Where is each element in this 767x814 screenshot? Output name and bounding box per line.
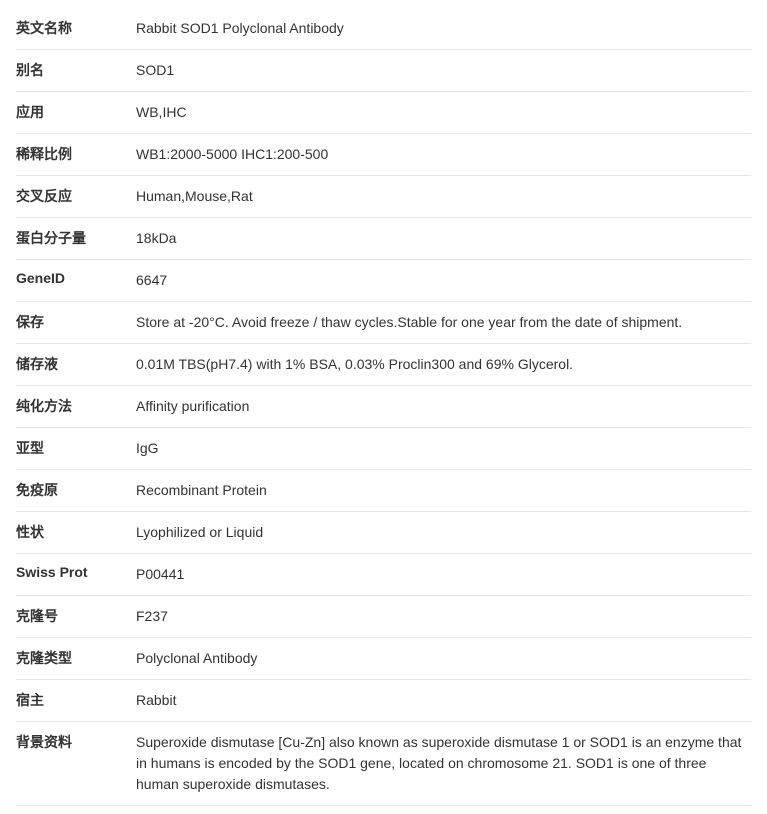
spec-value: Recombinant Protein: [136, 470, 751, 512]
spec-value: F237: [136, 596, 751, 638]
spec-label: 纯化方法: [16, 386, 136, 428]
table-row: 储存液 0.01M TBS(pH7.4) with 1% BSA, 0.03% …: [16, 344, 751, 386]
spec-label: 稀释比例: [16, 134, 136, 176]
spec-label: 性状: [16, 512, 136, 554]
table-row: 保存 Store at -20°C. Avoid freeze / thaw c…: [16, 302, 751, 344]
spec-value: 18kDa: [136, 218, 751, 260]
table-row: 别名 SOD1: [16, 50, 751, 92]
table-row: 英文名称 Rabbit SOD1 Polyclonal Antibody: [16, 8, 751, 50]
spec-label: 储存液: [16, 344, 136, 386]
spec-value: SOD1: [136, 50, 751, 92]
spec-value: Polyclonal Antibody: [136, 638, 751, 680]
spec-value: Lyophilized or Liquid: [136, 512, 751, 554]
spec-label: 蛋白分子量: [16, 218, 136, 260]
spec-label: 克隆号: [16, 596, 136, 638]
spec-value: Superoxide dismutase [Cu-Zn] also known …: [136, 722, 751, 806]
spec-label: Swiss Prot: [16, 554, 136, 596]
spec-label: 克隆类型: [16, 638, 136, 680]
spec-value: P00441: [136, 554, 751, 596]
spec-label: 英文名称: [16, 8, 136, 50]
spec-label: 免疫原: [16, 470, 136, 512]
spec-label: 背景资料: [16, 722, 136, 806]
spec-value: IgG: [136, 428, 751, 470]
table-row: Swiss Prot P00441: [16, 554, 751, 596]
spec-label: 亚型: [16, 428, 136, 470]
table-row: 背景资料 Superoxide dismutase [Cu-Zn] also k…: [16, 722, 751, 806]
spec-label: 保存: [16, 302, 136, 344]
table-row: 应用 WB,IHC: [16, 92, 751, 134]
spec-label: 交叉反应: [16, 176, 136, 218]
spec-value: Store at -20°C. Avoid freeze / thaw cycl…: [136, 302, 751, 344]
table-row: 纯化方法 Affinity purification: [16, 386, 751, 428]
product-spec-table: 英文名称 Rabbit SOD1 Polyclonal Antibody 别名 …: [16, 8, 751, 806]
table-row: 性状 Lyophilized or Liquid: [16, 512, 751, 554]
spec-value: 6647: [136, 260, 751, 302]
spec-label: 应用: [16, 92, 136, 134]
table-row: 蛋白分子量 18kDa: [16, 218, 751, 260]
table-row: 宿主 Rabbit: [16, 680, 751, 722]
spec-label: 别名: [16, 50, 136, 92]
table-row: 克隆类型 Polyclonal Antibody: [16, 638, 751, 680]
table-row: 亚型 IgG: [16, 428, 751, 470]
spec-value: Rabbit: [136, 680, 751, 722]
spec-value: WB,IHC: [136, 92, 751, 134]
spec-value: Human,Mouse,Rat: [136, 176, 751, 218]
spec-label: GeneID: [16, 260, 136, 302]
spec-value: Affinity purification: [136, 386, 751, 428]
spec-label: 宿主: [16, 680, 136, 722]
table-row: GeneID 6647: [16, 260, 751, 302]
table-row: 稀释比例 WB1:2000-5000 IHC1:200-500: [16, 134, 751, 176]
table-row: 免疫原 Recombinant Protein: [16, 470, 751, 512]
spec-value: 0.01M TBS(pH7.4) with 1% BSA, 0.03% Proc…: [136, 344, 751, 386]
spec-value: WB1:2000-5000 IHC1:200-500: [136, 134, 751, 176]
spec-value: Rabbit SOD1 Polyclonal Antibody: [136, 8, 751, 50]
table-row: 克隆号 F237: [16, 596, 751, 638]
spec-table-body: 英文名称 Rabbit SOD1 Polyclonal Antibody 别名 …: [16, 8, 751, 806]
table-row: 交叉反应 Human,Mouse,Rat: [16, 176, 751, 218]
